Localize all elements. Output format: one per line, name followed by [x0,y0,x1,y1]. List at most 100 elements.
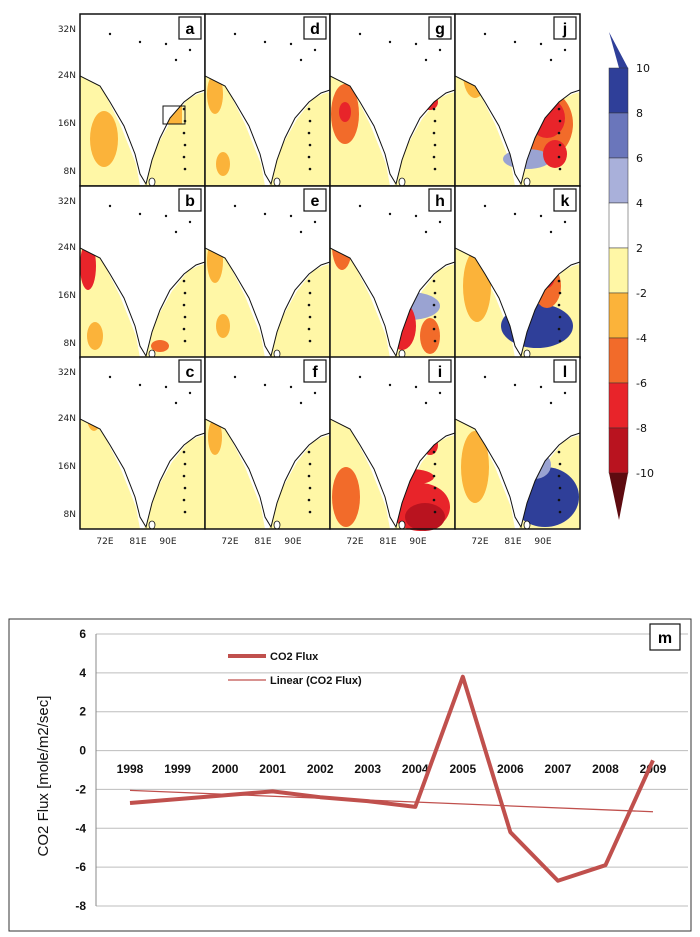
map-panel-k: k [454,185,581,359]
border-dot [414,385,418,389]
colorbar-bin-m10-m8 [608,427,629,474]
lon-label: 72E [471,537,488,547]
colorbar-tick-label: -8 [636,422,647,435]
colorbar-bin-m6-m4 [608,337,629,384]
border-dot [188,220,192,224]
border-dot [263,212,267,216]
flux-anomaly-patch [151,340,169,352]
lon-label: 81E [504,537,521,547]
island-dot [307,155,311,159]
island-dot [183,143,187,147]
border-dot [164,214,168,218]
lat-label: 32N [58,197,76,207]
colorbar-bin-8-10 [608,67,629,114]
border-dot [388,40,392,44]
island-dot [308,315,312,319]
island-dot [433,291,437,295]
arabian-sea-field [455,74,515,186]
flux-anomaly-patch [543,140,567,168]
panel-label-b: b [185,193,195,210]
island-dot [557,450,561,454]
lat-label: 24N [58,71,76,81]
border-dot [299,58,303,62]
panel-label-m: m [658,630,672,647]
panel-label-box [428,188,452,212]
panel-label-d: d [310,21,320,38]
sri-lanka-outline [148,177,156,187]
map-panel-a: a [79,13,206,187]
island-dot [308,510,312,514]
island-dot [183,510,187,514]
colorbar-tick-label: 6 [636,152,643,165]
colorbar-bin-m8-m6 [608,382,629,429]
panel-label-e: e [311,193,320,210]
map-panel-f: f [204,356,331,530]
island-dot [558,143,562,147]
lon-label: 90E [159,537,176,547]
border-dot [289,214,293,218]
sri-lanka-outline [273,520,281,530]
border-dot [263,383,267,387]
x-category-label: 2006 [497,762,524,776]
series-line-linear-trend [129,789,654,813]
border-dot [174,58,178,62]
map-panel-l: l [454,356,581,530]
island-dot [557,155,561,159]
island-dot [308,486,312,490]
map-panel-b: b [79,185,206,359]
bay-of-bengal-field [394,92,455,186]
x-category-label: 1998 [117,762,144,776]
island-dot [307,279,311,283]
y-tick-label: -2 [75,782,86,796]
border-dot [388,212,392,216]
island-dot [558,119,562,123]
flux-anomaly-patch [207,74,223,114]
island-dot [558,462,562,466]
border-dot [108,204,112,208]
colorbar-top-triangle [609,32,628,68]
island-dot [308,339,312,343]
island-dot [432,498,436,502]
border-dot [289,385,293,389]
india-landmass [454,185,581,358]
border-dot [414,42,418,46]
series-line-co2-flux [129,674,655,883]
island-dot [182,131,186,135]
border-dot [188,391,192,395]
india-landmass [329,356,456,529]
border-dot [233,204,237,208]
island-dot [433,315,437,319]
island-dot [308,167,312,171]
bay-of-bengal-field [144,92,205,186]
lon-label: 81E [379,537,396,547]
island-dot [433,510,437,514]
island-dot [183,339,187,343]
island-dot [182,498,186,502]
flux-anomaly-patch [87,322,103,350]
panel-label-l: l [563,364,567,381]
colorbar-bin-4-6 [608,157,629,204]
lat-label: 32N [58,25,76,35]
bay-of-bengal-field [144,264,205,358]
x-category-label: 2009 [640,762,667,776]
island-dot [433,339,437,343]
map-panel-j: j [454,13,581,187]
island-dot [557,474,561,478]
border-dot [539,42,543,46]
island-dot [432,474,436,478]
island-dot [432,155,436,159]
island-dot [182,327,186,331]
border-dot [438,220,442,224]
map-panels-figure: a b c d e f g h i j k l 32N 24N 16N 8N 32N 24N 16N 8N 32N 24N… [58,13,654,547]
island-dot [558,339,562,343]
island-dot [432,279,436,283]
india-landmass [204,13,331,186]
panel-label-box [303,16,327,40]
y-tick-label: 6 [79,627,86,641]
flux-anomaly-patch [216,152,230,176]
panel-label-j: j [562,21,567,38]
border-dot [563,48,567,52]
colorbar-tick-label: 4 [636,197,643,210]
island-dot [432,450,436,454]
border-dot [513,383,517,387]
